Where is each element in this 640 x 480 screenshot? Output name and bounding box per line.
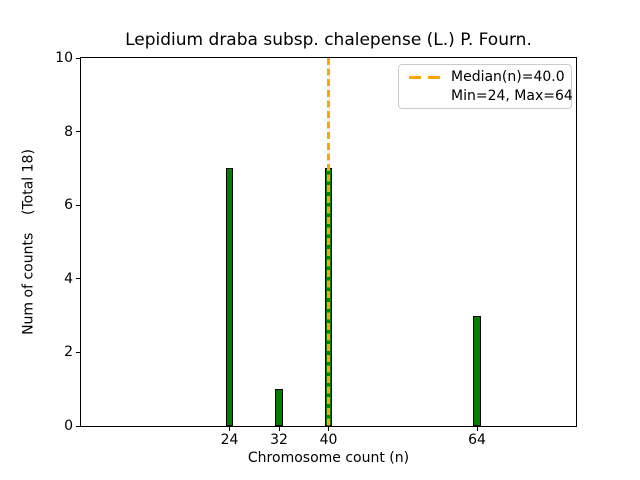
- y-tick-6: [76, 204, 80, 206]
- legend-entry-minmax: Min=24, Max=64: [409, 87, 573, 106]
- x-axis-label: Chromosome count (n): [247, 450, 410, 466]
- y-tick-10: [76, 57, 80, 59]
- y-tick-label-2: 2: [64, 344, 73, 361]
- y-tick-label-4: 4: [64, 270, 73, 287]
- x-tick-label-32: 32: [270, 432, 288, 448]
- legend: Median(n)=40.0 Min=24, Max=64: [398, 64, 573, 109]
- y-tick-label-10: 10: [55, 50, 73, 66]
- y-tick-label-8: 8: [64, 123, 73, 140]
- x-tick-24: [229, 427, 230, 431]
- x-tick-label-64: 64: [468, 432, 486, 448]
- median-dashed-line-swatch: [409, 76, 440, 79]
- empty-legend-swatch: [409, 95, 440, 98]
- x-tick-32: [278, 427, 280, 431]
- chart-title: Lepidium draba subsp. chalepense (L.) P.…: [125, 30, 532, 50]
- legend-label-median: Median(n)=40.0: [451, 69, 565, 86]
- x-tick-label-40: 40: [319, 432, 338, 448]
- bar-32: [275, 389, 283, 426]
- legend-label-minmax: Min=24, Max=64: [451, 87, 573, 104]
- y-tick-2: [76, 351, 80, 353]
- plot-area: Median(n)=40.0 Min=24, Max=64 0 2 4 6 8 10 24 3…: [55, 51, 577, 447]
- legend-entry-median: Median(n)=40.0: [409, 68, 565, 87]
- x-tick-64: [476, 427, 478, 431]
- y-tick-0: [76, 425, 80, 427]
- y-tick-label-0: 0: [64, 418, 73, 434]
- y-tick-8: [76, 131, 80, 133]
- bar-24: [225, 168, 234, 426]
- median-line: [327, 58, 330, 426]
- y-tick-label-6: 6: [64, 197, 73, 214]
- x-tick-40: [328, 427, 329, 431]
- y-tick-4: [76, 278, 80, 280]
- bar-64: [473, 315, 481, 426]
- y-axis-label: Num of counts (Total 18): [20, 149, 37, 335]
- x-tick-label-24: 24: [220, 432, 239, 448]
